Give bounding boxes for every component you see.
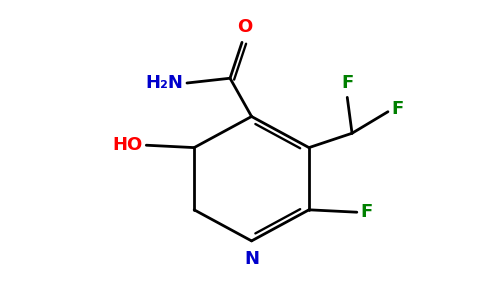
Text: HO: HO	[112, 136, 142, 154]
Text: H₂N: H₂N	[145, 74, 183, 92]
Text: F: F	[341, 74, 353, 92]
Text: N: N	[244, 250, 259, 268]
Text: F: F	[392, 100, 404, 118]
Text: O: O	[237, 18, 252, 36]
Text: F: F	[361, 203, 373, 221]
